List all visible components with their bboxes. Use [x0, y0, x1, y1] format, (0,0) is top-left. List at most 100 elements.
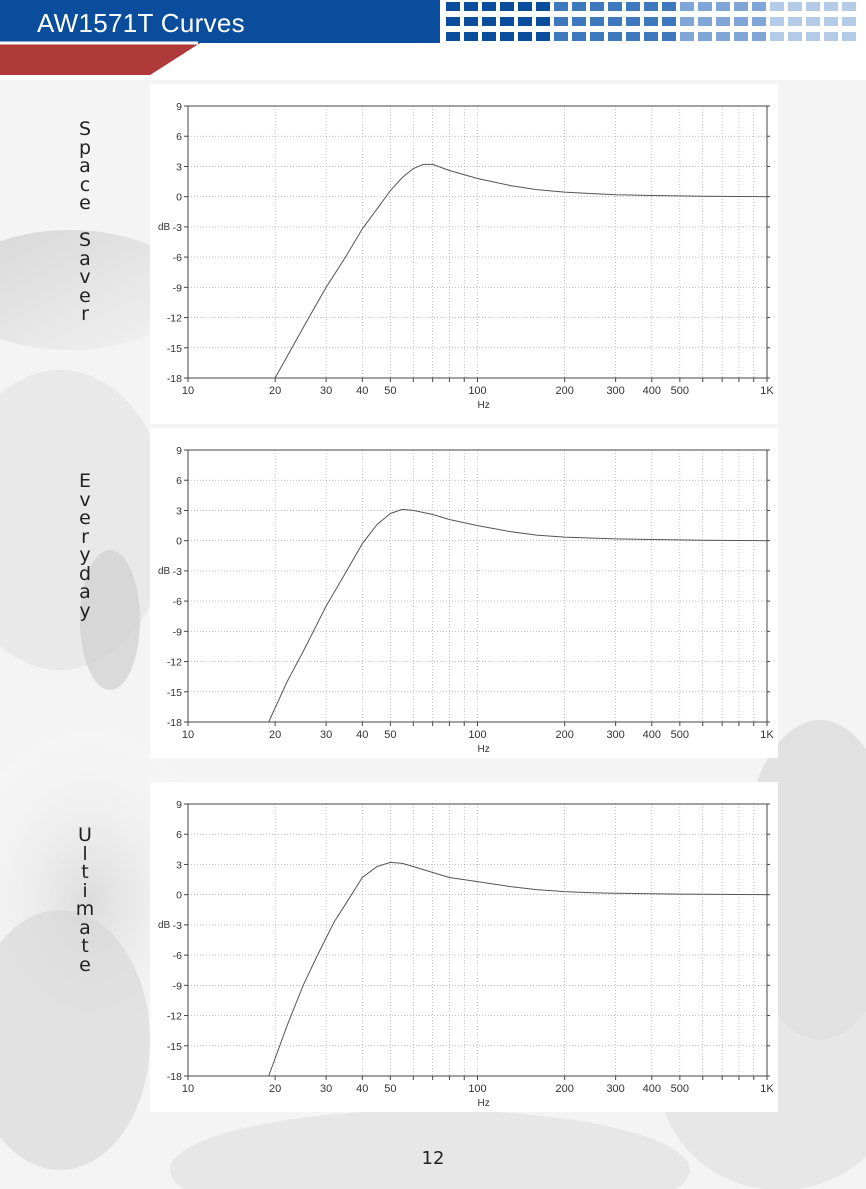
x-tick-label: 300 [606, 729, 624, 741]
header-squares-pattern [446, 2, 856, 41]
header-square [770, 17, 784, 26]
header-square [644, 2, 658, 11]
header-square [590, 2, 604, 11]
y-tick-label: -15 [167, 343, 182, 355]
header-square [572, 2, 586, 11]
header-square [626, 2, 640, 11]
y-tick-label: -18 [167, 1071, 182, 1083]
x-tick-label: 10 [182, 729, 194, 741]
x-tick-label: 10 [182, 1083, 194, 1095]
header-square [446, 32, 460, 41]
y-tick-label: -18 [167, 373, 182, 385]
header-square [734, 17, 748, 26]
x-tick-label: 200 [555, 1083, 573, 1095]
header-square [590, 32, 604, 41]
header-square [500, 17, 514, 26]
header-square [662, 32, 676, 41]
header-square [554, 2, 568, 11]
header-square [716, 17, 730, 26]
x-tick-label: 400 [643, 729, 661, 741]
header-square [662, 2, 676, 11]
header-square [518, 2, 532, 11]
page-number: 12 [421, 1148, 445, 1169]
header-square [626, 32, 640, 41]
header-square [464, 32, 478, 41]
x-tick-label: 100 [468, 1083, 486, 1095]
y-tick-label: -3 [173, 920, 182, 932]
header-square [482, 32, 496, 41]
chart-space-saver: 9 6 3 0 -3 -6 -9 -12 -15 -18 dB 10 20 30 40 50 100 200 300… [150, 84, 778, 424]
x-tick-label: 50 [384, 1083, 396, 1095]
header-square [536, 32, 550, 41]
page-title: AW1571T Curves [37, 8, 245, 38]
header-square [680, 32, 694, 41]
y-tick-label: -6 [173, 950, 182, 962]
y-tick-label: 9 [176, 445, 182, 457]
header-square [734, 32, 748, 41]
y-tick-label: -12 [167, 313, 182, 325]
header-square [824, 2, 838, 11]
y-tick-label: -6 [173, 596, 182, 608]
header-square [518, 17, 532, 26]
header-square [500, 32, 514, 41]
header-bar [0, 0, 856, 75]
x-tick-label: 50 [384, 385, 396, 397]
x-tick-label: 1K [760, 729, 774, 741]
x-tick-label: 200 [555, 729, 573, 741]
header-square [662, 17, 676, 26]
header-square [752, 17, 766, 26]
x-axis-label: Hz [478, 744, 490, 755]
y-tick-label: 0 [176, 890, 182, 902]
x-tick-label: 500 [671, 729, 689, 741]
y-tick-label: 9 [176, 101, 182, 113]
header-square [842, 32, 856, 41]
x-tick-label: 400 [643, 1083, 661, 1095]
x-tick-label: 300 [606, 1083, 624, 1095]
header-square [554, 32, 568, 41]
header-square [464, 17, 478, 26]
x-tick-label: 300 [606, 385, 624, 397]
x-tick-label: 50 [384, 729, 396, 741]
header-square [842, 2, 856, 11]
chart-ultimate: 9 6 3 0 -3 -6 -9 -12 -15 -18 dB 10 20 30 40 50 100 200 300… [150, 782, 778, 1112]
header-square [770, 32, 784, 41]
header-square [770, 2, 784, 11]
header-square [572, 32, 586, 41]
header-square [590, 17, 604, 26]
header-square [806, 32, 820, 41]
y-axis-label: dB [158, 920, 171, 931]
x-tick-label: 30 [320, 729, 332, 741]
y-tick-label: -9 [173, 282, 182, 294]
header-square [608, 2, 622, 11]
header-square [644, 17, 658, 26]
header-square [716, 32, 730, 41]
header-square [446, 17, 460, 26]
x-axis-label: Hz [478, 1098, 490, 1109]
x-tick-label: 200 [555, 385, 573, 397]
x-tick-label: 30 [320, 1083, 332, 1095]
y-tick-label: 0 [176, 192, 182, 204]
x-tick-label: 100 [468, 729, 486, 741]
y-axis-label: dB [158, 566, 171, 577]
header-square [824, 32, 838, 41]
y-tick-label: -9 [173, 980, 182, 992]
x-tick-label: 100 [468, 385, 486, 397]
x-tick-label: 500 [671, 385, 689, 397]
y-tick-label: -9 [173, 626, 182, 638]
series-line [268, 861, 768, 1077]
series-line [268, 508, 768, 723]
header-square [680, 17, 694, 26]
header-square [788, 32, 802, 41]
header-square [500, 2, 514, 11]
x-tick-label: 40 [356, 385, 368, 397]
x-tick-label: 30 [320, 385, 332, 397]
y-tick-label: -3 [173, 566, 182, 578]
header-square [554, 17, 568, 26]
header-square [752, 2, 766, 11]
header-square [536, 2, 550, 11]
header-square [734, 2, 748, 11]
y-tick-label: 0 [176, 536, 182, 548]
